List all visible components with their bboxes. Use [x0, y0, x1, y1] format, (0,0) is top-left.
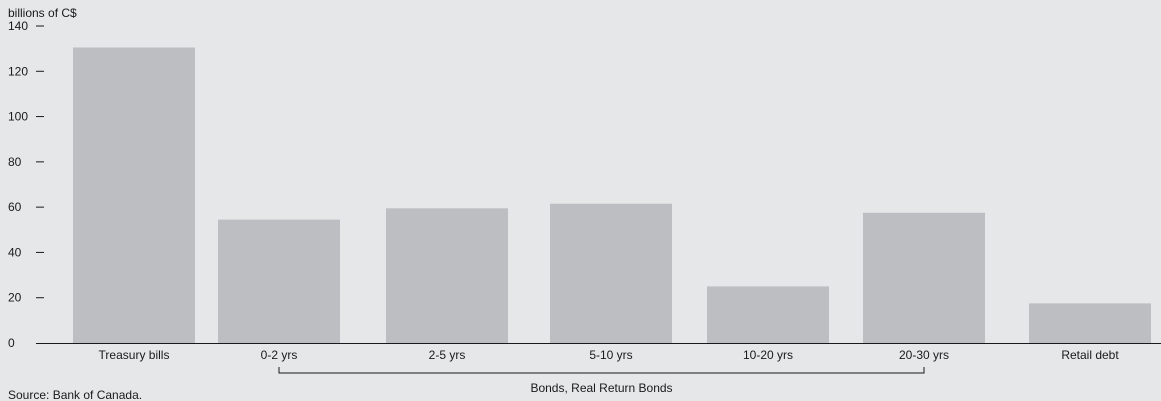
- bar-0-2-yrs: [218, 219, 340, 343]
- y-tick-label: 80: [8, 155, 22, 169]
- y-tick-label: 60: [8, 200, 22, 214]
- y-tick-label: 20: [8, 291, 22, 305]
- bracket-label: Bonds, Real Return Bonds: [530, 381, 672, 395]
- x-tick-label: 0-2 yrs: [261, 348, 298, 362]
- bars: [73, 47, 1151, 344]
- x-axis: Treasury bills 0-2 yrs 2-5 yrs 5-10 yrs 10-2…: [36, 343, 1161, 362]
- y-tick-label: 40: [8, 245, 22, 259]
- x-tick-label: 5-10 yrs: [589, 348, 632, 362]
- x-tick-label: 20-30 yrs: [899, 348, 949, 362]
- y-tick-label: 140: [8, 19, 28, 33]
- y-tick-label: 100: [8, 110, 28, 124]
- y-tick-label: 120: [8, 64, 28, 78]
- bar-2-5-yrs: [386, 208, 508, 343]
- x-tick-label: 2-5 yrs: [429, 348, 466, 362]
- bar-treasury-bills: [73, 47, 195, 344]
- bond-group-bracket: Bonds, Real Return Bonds: [278, 367, 925, 395]
- bar-retail-debt: [1029, 303, 1151, 343]
- x-tick-label: Retail debt: [1061, 348, 1119, 362]
- y-axis-label: billions of C$: [8, 6, 77, 20]
- source-note: Source: Bank of Canada.: [8, 388, 142, 401]
- bar-20-30-yrs: [863, 212, 985, 343]
- bar-5-10-yrs: [550, 203, 672, 343]
- bar-10-20-yrs: [707, 286, 829, 343]
- y-axis: 0 20 40 60 80 100 120 140: [8, 19, 44, 350]
- bracket-line: [278, 367, 925, 374]
- y-tick-label: 0: [8, 336, 15, 350]
- x-tick-label: Treasury bills: [99, 348, 170, 362]
- x-tick-label: 10-20 yrs: [743, 348, 793, 362]
